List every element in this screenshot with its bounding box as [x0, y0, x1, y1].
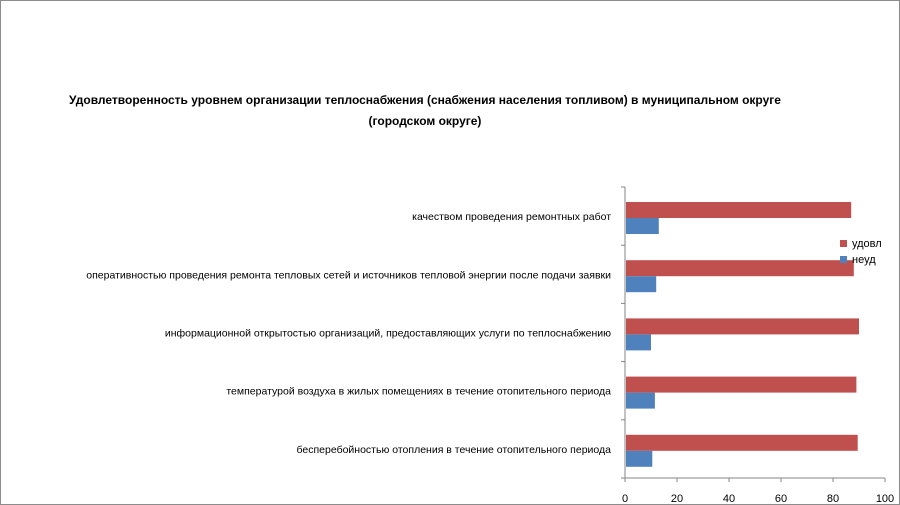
- category-label: бесперебойностью отопления в течение ото…: [297, 444, 612, 456]
- legend-label: неуд: [852, 254, 876, 266]
- x-tick-label: 40: [723, 493, 735, 505]
- bar-neud: [626, 450, 653, 467]
- category-label: информационной открытостью организаций, …: [165, 328, 611, 340]
- bar-neud: [626, 392, 655, 409]
- bar-udovl: [626, 260, 854, 277]
- legend-label: удовл: [852, 238, 882, 250]
- category-label: температурой воздуха в жилых помещениях …: [226, 386, 611, 398]
- category-label: качеством проведения ремонтных работ: [412, 211, 611, 223]
- chart-title: Удовлетворенность уровнем организации те…: [69, 93, 781, 128]
- bar-udovl: [626, 318, 859, 335]
- x-tick-label: 60: [775, 493, 787, 505]
- x-tick-label: 0: [622, 493, 628, 505]
- bar-neud: [626, 276, 657, 293]
- x-tick-label: 100: [876, 493, 894, 505]
- category-label: оперативностью проведения ремонта теплов…: [86, 269, 611, 281]
- bar-neud: [626, 218, 659, 234]
- legend-swatch: [840, 240, 847, 247]
- legend-swatch: [840, 256, 847, 263]
- bar-neud: [626, 334, 651, 351]
- x-tick-label: 80: [827, 493, 839, 505]
- bar-udovl: [626, 202, 852, 218]
- bar-udovl: [626, 376, 857, 393]
- x-tick-label: 20: [671, 493, 683, 505]
- bar-udovl: [626, 434, 858, 451]
